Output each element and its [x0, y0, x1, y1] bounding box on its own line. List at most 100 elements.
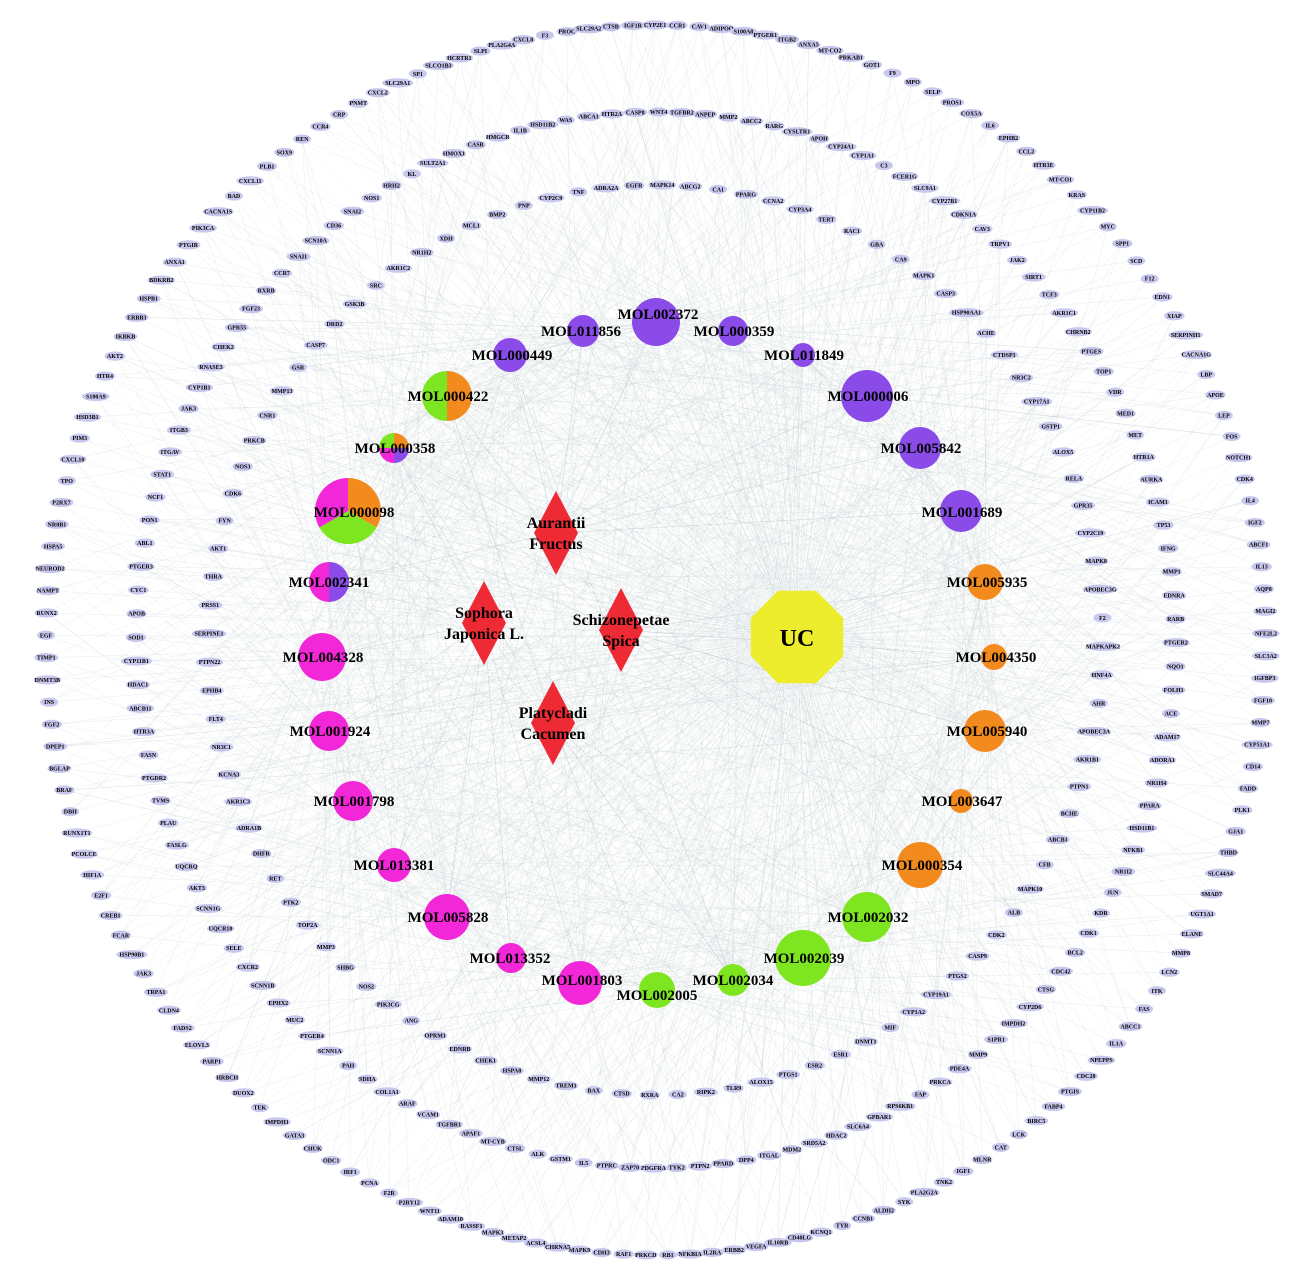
gene-node[interactable]: VCAM1 — [416, 1109, 441, 1120]
gene-node[interactable]: PPARA — [1137, 801, 1162, 811]
gene-node[interactable]: CDK1 — [1078, 928, 1099, 938]
gene-node[interactable]: ELANE — [1179, 929, 1204, 939]
gene-node[interactable]: KDR — [1092, 908, 1111, 918]
gene-node[interactable]: IGF1R — [620, 20, 645, 31]
gene-node[interactable]: ABCA1 — [576, 111, 601, 122]
gene-node[interactable]: HTR3A — [131, 727, 156, 737]
gene-node[interactable]: CAT — [991, 1142, 1010, 1152]
gene-node[interactable]: MT-CO1 — [1046, 175, 1075, 185]
gene-node[interactable]: SNAI2 — [340, 206, 365, 216]
gene-node[interactable]: ALOX5 — [1051, 447, 1076, 457]
gene-node[interactable]: BCHE — [1059, 808, 1080, 818]
gene-node[interactable]: CASP9 — [965, 951, 990, 961]
gene-node[interactable]: PTPN2 — [688, 1161, 713, 1171]
compound-node[interactable]: MOL001689 — [922, 490, 1003, 532]
gene-node[interactable]: PNMT — [348, 98, 369, 108]
gene-node[interactable]: APAF1 — [458, 1128, 483, 1139]
gene-node[interactable]: FCER1G — [890, 171, 919, 181]
gene-node[interactable]: RXRB — [255, 286, 277, 296]
gene-node[interactable]: BCL2 — [1064, 947, 1086, 958]
gene-node[interactable]: PTPN1 — [1067, 782, 1092, 792]
gene-node[interactable]: NOS1 — [361, 193, 382, 203]
gene-node[interactable]: FGF23 — [239, 304, 264, 314]
gene-node[interactable]: JUN — [1103, 887, 1122, 898]
gene-node[interactable]: PTGIS — [1057, 1087, 1082, 1097]
compound-node[interactable]: MOL005828 — [408, 894, 489, 940]
gene-node[interactable]: CCR4 — [310, 121, 331, 132]
gene-node[interactable]: REN — [293, 134, 312, 144]
gene-node[interactable]: CCL2 — [1016, 146, 1037, 156]
gene-node[interactable]: FAS — [1135, 1004, 1154, 1014]
gene-node[interactable]: PLA2G2A — [908, 1187, 940, 1197]
gene-node[interactable]: ESR2 — [804, 1060, 825, 1070]
gene-node[interactable]: HTR1A — [1131, 452, 1156, 462]
gene-node[interactable]: C3 — [874, 160, 893, 171]
disease-node[interactable]: UC — [750, 590, 844, 684]
gene-node[interactable]: CDK4 — [1234, 474, 1255, 484]
gene-node[interactable]: NR1I2 — [1111, 866, 1136, 877]
gene-node[interactable]: WNT11 — [417, 1206, 442, 1216]
compound-node[interactable]: MOL011849 — [764, 343, 844, 367]
gene-node[interactable]: CDK2 — [986, 930, 1007, 940]
gene-node[interactable]: SERPINE1 — [191, 629, 227, 639]
gene-node[interactable]: MMP13 — [269, 386, 294, 396]
gene-node[interactable]: CXCL11 — [236, 176, 265, 186]
compound-node[interactable]: MOL002032 — [828, 892, 909, 942]
gene-node[interactable]: RNASE3 — [197, 362, 225, 372]
gene-node[interactable]: CTDSP1 — [990, 350, 1019, 360]
compound-node[interactable]: MOL005940 — [947, 710, 1028, 752]
gene-node[interactable]: PTGER2 — [1162, 638, 1190, 648]
gene-node[interactable]: CDC20 — [1073, 1071, 1098, 1081]
gene-node[interactable]: NFE2L2 — [1252, 628, 1280, 639]
gene-node[interactable]: ABL1 — [134, 538, 156, 548]
gene-node[interactable]: NPEPPS — [1087, 1055, 1116, 1065]
gene-node[interactable]: RARB — [1165, 614, 1186, 624]
gene-node[interactable]: TGFBR2 — [668, 108, 696, 118]
gene-node[interactable]: CD40LG — [785, 1233, 814, 1243]
gene-node[interactable]: NOS3 — [232, 462, 253, 472]
gene-node[interactable]: HSPA5 — [41, 541, 66, 551]
gene-node[interactable]: ADAM17 — [1153, 732, 1181, 742]
gene-node[interactable]: ACE — [1161, 708, 1180, 719]
gene-node[interactable]: CYP51A1 — [1241, 740, 1273, 750]
gene-node[interactable]: ALDH2 — [871, 1205, 896, 1216]
gene-node[interactable]: S100A9 — [82, 391, 110, 402]
gene-node[interactable]: COL1A1 — [373, 1087, 401, 1097]
gene-node[interactable]: MDM2 — [781, 1145, 803, 1155]
gene-node[interactable]: SCNN1B — [248, 980, 277, 991]
gene-node[interactable]: ANXA1 — [162, 257, 187, 267]
gene-node[interactable]: CXCL2 — [365, 88, 390, 98]
gene-node[interactable]: CCR7 — [271, 268, 293, 278]
gene-node[interactable]: CD36 — [323, 220, 345, 231]
gene-node[interactable]: RET — [266, 873, 285, 884]
gene-node[interactable]: IMPDH1 — [263, 1117, 291, 1127]
gene-node[interactable]: GSTP1 — [1038, 421, 1063, 431]
gene-node[interactable]: LBP — [1197, 369, 1216, 380]
gene-node[interactable]: GSTM1 — [548, 1154, 573, 1164]
gene-node[interactable]: NR3C2 — [1009, 373, 1034, 383]
gene-node[interactable]: PCOLCE — [70, 849, 98, 859]
gene-node[interactable]: HSD3B1 — [73, 412, 102, 422]
gene-node[interactable]: FOLH1 — [1161, 685, 1186, 695]
gene-node[interactable]: GPR35 — [1071, 500, 1096, 511]
gene-node[interactable]: MMP7 — [1250, 718, 1271, 728]
gene-node[interactable]: CLDN4 — [156, 1005, 181, 1015]
gene-node[interactable]: DUOX2 — [231, 1088, 256, 1098]
gene-node[interactable]: PLK1 — [1232, 805, 1253, 815]
gene-node[interactable]: EPHB2 — [996, 133, 1021, 143]
gene-node[interactable]: IL6 — [981, 120, 1000, 131]
gene-node[interactable]: JAK3 — [133, 969, 154, 979]
gene-node[interactable]: LCN2 — [1159, 967, 1180, 977]
gene-node[interactable]: PIK3CG — [374, 999, 403, 1009]
gene-node[interactable]: CHRNB2 — [1064, 327, 1093, 337]
gene-node[interactable]: P2RX7 — [49, 497, 74, 508]
gene-node[interactable]: EDNRB — [448, 1044, 473, 1054]
gene-node[interactable]: PRSS1 — [198, 600, 223, 610]
gene-node[interactable]: RXRA — [639, 1090, 660, 1100]
gene-node[interactable]: DPEP1 — [43, 741, 68, 752]
gene-node[interactable]: TOP1 — [1093, 366, 1114, 377]
gene-node[interactable]: ANPEP — [693, 109, 718, 119]
gene-node[interactable]: XDH — [437, 233, 456, 243]
